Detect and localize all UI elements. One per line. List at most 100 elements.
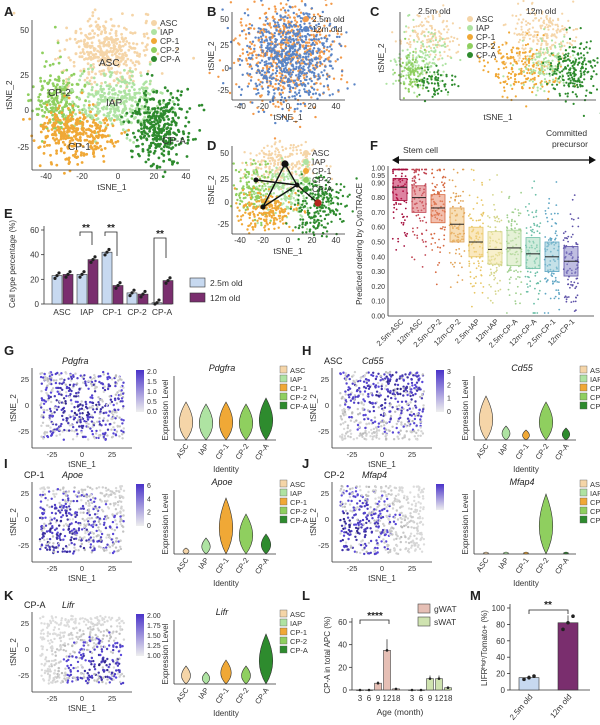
cell-dot	[318, 41, 322, 44]
cell-dot	[61, 115, 65, 118]
cell-dot	[130, 155, 134, 159]
cell-dot	[138, 55, 141, 58]
cell-dot	[306, 165, 309, 168]
cell-dot	[99, 32, 103, 36]
cell-dot	[100, 148, 103, 152]
cell-dot	[262, 218, 266, 221]
cell-dot	[404, 37, 407, 40]
cell-dot	[487, 70, 490, 73]
cell-dot	[338, 42, 341, 45]
cell-dot	[106, 123, 110, 127]
cell-dot	[524, 43, 528, 47]
cell-dot	[547, 28, 550, 31]
cell-dot	[130, 47, 134, 50]
cell-dot	[270, 204, 274, 207]
cell-dot	[317, 73, 320, 76]
cell-dot	[255, 71, 258, 75]
cell-dot	[251, 40, 255, 43]
cell-dot	[156, 106, 160, 110]
cell-dot	[122, 62, 126, 66]
cell-dot	[104, 60, 107, 64]
cell-dot	[149, 79, 152, 83]
cell-dot	[284, 11, 287, 14]
cell-dot	[48, 63, 52, 67]
cell-dot	[163, 86, 167, 90]
cell-dot	[109, 73, 113, 77]
legend-dot	[467, 43, 473, 49]
cell-dot	[284, 23, 287, 26]
cell-dot	[310, 17, 314, 20]
cell-dot	[247, 53, 250, 57]
cell-dot	[317, 75, 320, 78]
cell-dot	[109, 107, 113, 111]
cell-dot	[321, 74, 325, 77]
cell-dot	[102, 105, 106, 109]
cell-dot	[238, 58, 241, 61]
cell-dot	[542, 48, 545, 51]
cell-dot	[281, 149, 285, 152]
cell-dot	[250, 56, 253, 60]
cell-dot	[528, 86, 531, 90]
cell-dot	[482, 69, 485, 72]
cell-dot	[79, 51, 82, 55]
cell-dot	[430, 75, 434, 78]
cell-dot	[315, 81, 318, 85]
cell-dot	[442, 19, 445, 22]
cell-dot	[592, 70, 595, 73]
cell-dot	[162, 118, 166, 122]
cell-dot	[417, 67, 420, 70]
cell-dot	[505, 52, 508, 56]
cell-dot	[106, 140, 109, 144]
cell-dot	[275, 166, 278, 169]
cell-dot	[125, 100, 128, 103]
cell-dot	[266, 70, 270, 73]
cell-dot	[411, 54, 415, 57]
cell-dot	[558, 92, 561, 95]
cell-dot	[406, 41, 409, 45]
cell-dot	[87, 127, 91, 131]
cell-dot	[441, 79, 444, 82]
cluster-label: CP-2	[48, 88, 71, 99]
tick-label: 50	[220, 15, 229, 24]
cell-dot	[272, 88, 275, 92]
cell-dot	[428, 45, 431, 48]
cell-dot	[255, 63, 258, 67]
cell-dot	[277, 168, 280, 171]
cell-dot	[307, 55, 310, 58]
cell-dot	[123, 89, 127, 93]
cluster-label: CP-A	[162, 136, 186, 147]
cell-dot	[135, 42, 139, 46]
cell-dot	[114, 140, 118, 144]
cell-dot	[78, 108, 81, 112]
cell-dot	[288, 16, 292, 19]
cell-dot	[92, 94, 96, 98]
cell-dot	[445, 37, 449, 40]
cell-dot	[291, 6, 294, 9]
cell-dot	[443, 28, 446, 31]
cell-dot	[194, 137, 197, 141]
cell-dot	[239, 177, 242, 180]
cell-dot	[237, 59, 240, 62]
cell-dot	[44, 125, 48, 129]
cell-dot	[535, 52, 538, 55]
cell-dot	[87, 53, 90, 56]
cell-dot	[103, 147, 107, 150]
tick-label: -20	[257, 102, 269, 111]
cell-dot	[299, 28, 302, 31]
legend-label: CP-A	[476, 50, 497, 60]
cell-dot	[304, 46, 307, 49]
cell-dot	[132, 117, 136, 120]
cell-dot	[539, 83, 543, 87]
cell-dot	[524, 61, 527, 64]
cell-dot	[275, 200, 278, 203]
cell-dot	[245, 57, 248, 60]
cell-dot	[273, 5, 277, 8]
cell-dot	[408, 69, 412, 72]
cell-dot	[197, 104, 201, 107]
cell-dot	[539, 48, 542, 51]
cell-dot	[433, 28, 437, 31]
cell-dot	[65, 77, 68, 81]
panel-letter-l: L	[302, 588, 310, 603]
cell-dot	[339, 217, 342, 221]
cell-dot	[308, 59, 311, 62]
